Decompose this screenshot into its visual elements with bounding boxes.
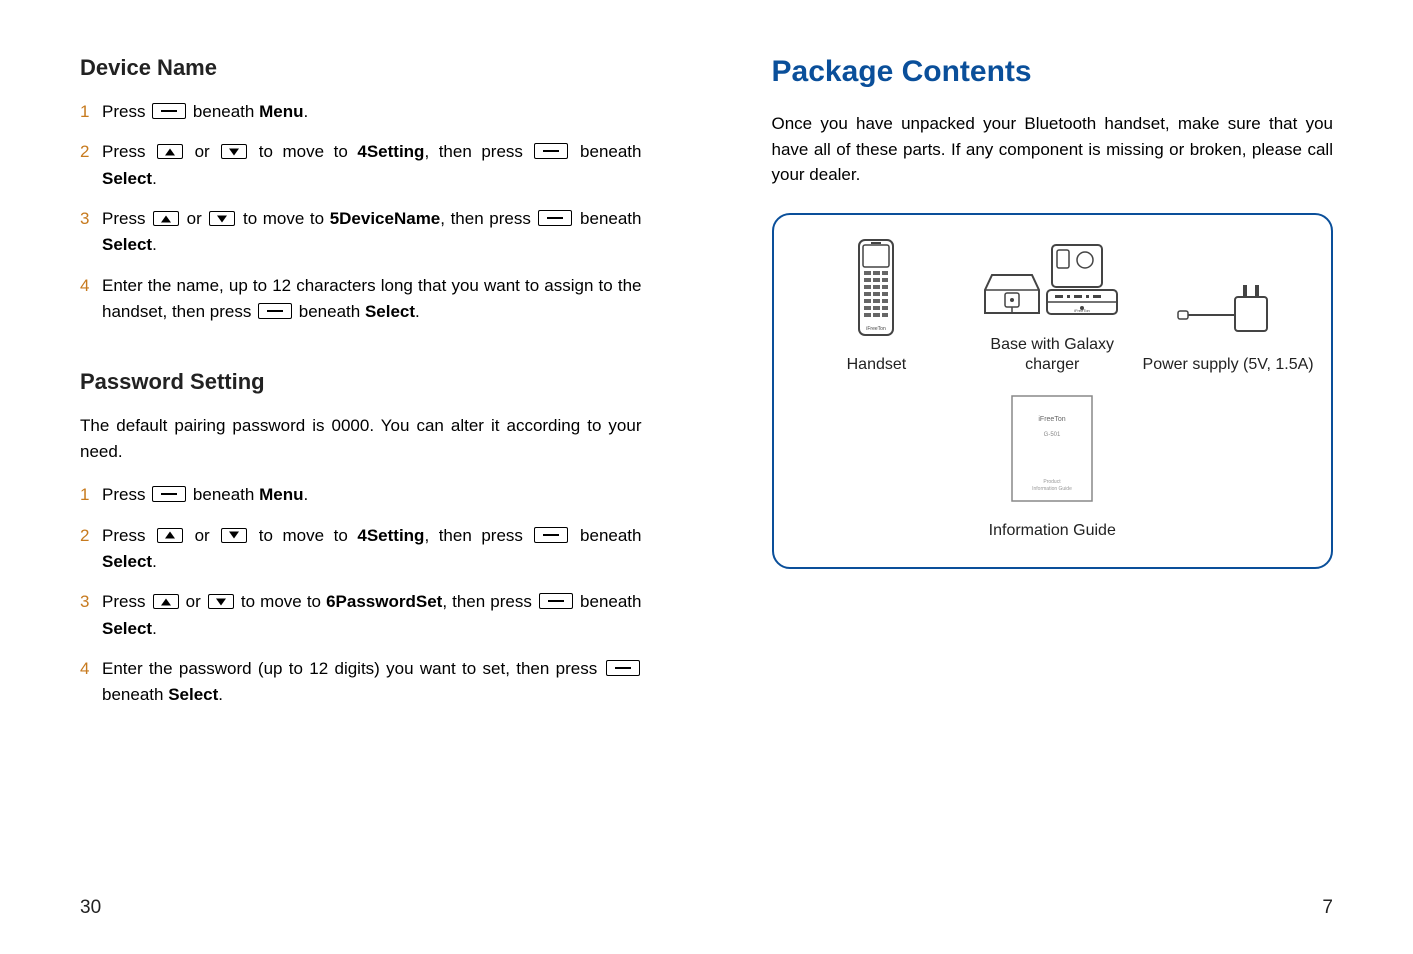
up-icon xyxy=(157,528,183,543)
bold-label: 5DeviceName xyxy=(330,209,441,228)
up-icon xyxy=(157,144,183,159)
handset-icon: iFreeTon xyxy=(841,235,911,345)
step-text: Press xyxy=(102,102,150,121)
package-contents-box: iFreeTon Handset iFreeTon xyxy=(772,213,1334,569)
manual-spread: Device Name 1 Press beneath Menu. 2 Pres… xyxy=(0,0,1413,954)
guide-brand-text: iFreeTon xyxy=(1039,416,1066,423)
step-number: 2 xyxy=(80,139,89,165)
password-intro: The default pairing password is 0000. Yo… xyxy=(80,413,642,464)
softkey-icon xyxy=(606,660,640,676)
svg-text:Information Guide: Information Guide xyxy=(1032,486,1072,492)
device-name-steps: 1 Press beneath Menu. 2 Press or to move… xyxy=(80,99,642,339)
package-item-handset: iFreeTon Handset xyxy=(789,235,963,376)
step-number: 3 xyxy=(80,589,89,615)
step-item: 2 Press or to move to 4Setting, then pre… xyxy=(80,523,642,576)
down-icon xyxy=(221,144,247,159)
step-item: 1 Press beneath Menu. xyxy=(80,99,642,125)
down-icon xyxy=(208,594,234,609)
softkey-icon xyxy=(539,593,573,609)
softkey-icon xyxy=(534,143,568,159)
package-label: Information Guide xyxy=(989,521,1116,542)
step-text: beneath xyxy=(188,102,259,121)
step-item: 4 Enter the name, up to 12 characters lo… xyxy=(80,273,642,326)
softkey-icon xyxy=(152,486,186,502)
page-title: Package Contents xyxy=(772,55,1334,89)
bold-label: Select xyxy=(102,235,152,254)
softkey-icon xyxy=(538,210,572,226)
svg-text:iFreeTon: iFreeTon xyxy=(867,326,887,332)
softkey-icon xyxy=(152,103,186,119)
package-item-guide: iFreeTon G-501 Product Information Guide… xyxy=(989,391,1116,542)
bold-label: Menu xyxy=(259,485,303,504)
step-number: 1 xyxy=(80,482,89,508)
up-icon xyxy=(153,594,179,609)
bold-label: Select xyxy=(365,302,415,321)
step-item: 3 Press or to move to 6PasswordSet, then… xyxy=(80,589,642,642)
down-icon xyxy=(221,528,247,543)
right-page: Package Contents Once you have unpacked … xyxy=(707,0,1413,954)
step-item: 1 Press beneath Menu. xyxy=(80,482,642,508)
step-number: 4 xyxy=(80,273,89,299)
section-heading-password: Password Setting xyxy=(80,369,642,395)
up-icon xyxy=(153,211,179,226)
package-item-base: iFreeTon Base with Galaxy charger xyxy=(965,235,1139,377)
bold-label: Select xyxy=(168,685,218,704)
step-item: 2 Press or to move to 4Setting, then pre… xyxy=(80,139,642,192)
step-number: 3 xyxy=(80,206,89,232)
page-number-right: 7 xyxy=(1322,897,1333,919)
softkey-icon xyxy=(534,527,568,543)
bold-label: Select xyxy=(102,552,152,571)
base-charger-icon: iFreeTon xyxy=(977,235,1127,325)
page-number-left: 30 xyxy=(80,897,101,919)
package-label: Handset xyxy=(847,355,907,376)
step-item: 4 Enter the password (up to 12 digits) y… xyxy=(80,656,642,709)
bold-label: 6PasswordSet xyxy=(326,592,442,611)
bold-label: 4Setting xyxy=(357,526,424,545)
down-icon xyxy=(209,211,235,226)
package-item-power: Power supply (5V, 1.5A) xyxy=(1141,275,1315,376)
step-item: 3 Press or to move to 5DeviceName, then … xyxy=(80,206,642,259)
package-label: Power supply (5V, 1.5A) xyxy=(1143,355,1314,376)
svg-text:iFreeTon: iFreeTon xyxy=(1074,308,1090,313)
guide-model-text: G-501 xyxy=(1044,432,1061,438)
info-guide-icon: iFreeTon G-501 Product Information Guide xyxy=(1002,391,1102,511)
password-steps: 1 Press beneath Menu. 2 Press or to move… xyxy=(80,482,642,722)
bold-label: 4Setting xyxy=(357,142,424,161)
package-row: iFreeTon Handset iFreeTon xyxy=(789,235,1317,377)
svg-text:Product: Product xyxy=(1044,479,1062,485)
section-heading-device-name: Device Name xyxy=(80,55,642,81)
softkey-icon xyxy=(258,303,292,319)
bold-label: Select xyxy=(102,169,152,188)
package-row: iFreeTon G-501 Product Information Guide… xyxy=(789,391,1317,542)
step-number: 4 xyxy=(80,656,89,682)
bold-label: Select xyxy=(102,619,152,638)
power-supply-icon xyxy=(1173,275,1283,345)
step-number: 2 xyxy=(80,523,89,549)
left-page: Device Name 1 Press beneath Menu. 2 Pres… xyxy=(0,0,707,954)
bold-label: Menu xyxy=(259,102,303,121)
step-number: 1 xyxy=(80,99,89,125)
package-label: Base with Galaxy charger xyxy=(965,335,1139,377)
package-intro: Once you have unpacked your Bluetooth ha… xyxy=(772,111,1334,188)
